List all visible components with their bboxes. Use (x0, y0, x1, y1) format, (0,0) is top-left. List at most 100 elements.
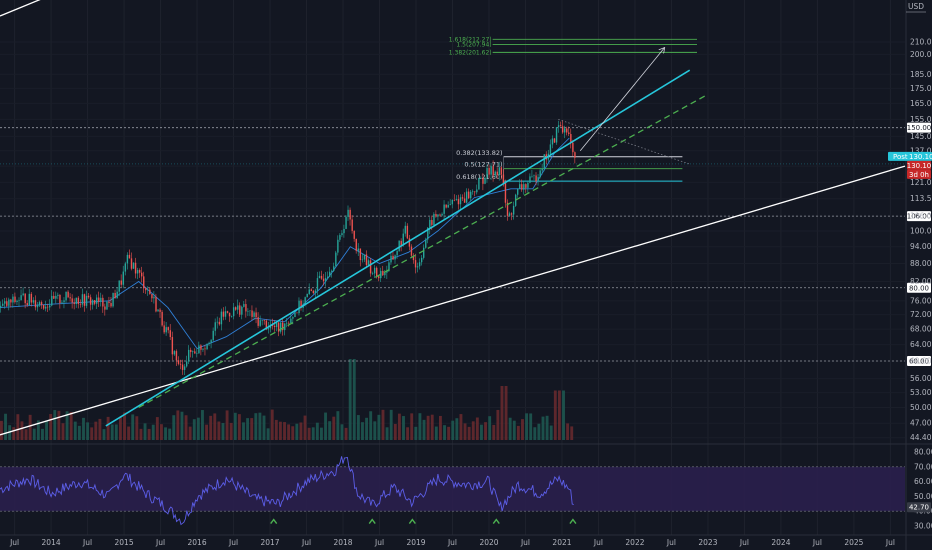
candle-body (574, 152, 576, 158)
y-tick-label: 68.00 (910, 325, 932, 334)
volume-bar (229, 422, 233, 440)
volume-bar (57, 410, 61, 440)
candle-body (447, 205, 449, 208)
price-tag (907, 160, 931, 170)
x-tick-label: 2025 (844, 538, 863, 547)
volume-bar (12, 427, 16, 440)
x-tick-label: Jul (593, 538, 603, 547)
candle-body (138, 270, 141, 273)
rsi-tick-label: 70.00 (914, 462, 932, 471)
y-tick-label: 56.00 (910, 374, 932, 383)
level-tag (907, 282, 931, 293)
candle-body (539, 170, 541, 178)
candle-body (572, 142, 574, 153)
candle-body (245, 304, 247, 312)
volume-bar (28, 414, 32, 440)
volume-bars (0, 359, 574, 440)
volume-bar (266, 428, 270, 440)
candle-body (322, 278, 325, 282)
candle-body (282, 322, 284, 331)
volume-bar (299, 422, 303, 440)
candle-body (261, 320, 263, 321)
candle-body (543, 154, 545, 169)
candle-body (132, 262, 135, 269)
candle-body (376, 267, 378, 277)
candle-body (455, 199, 458, 201)
x-tick-label: Jul (9, 538, 19, 547)
volume-bar (422, 419, 426, 440)
candle-body (228, 312, 231, 317)
time-axis[interactable]: Jul 2014 Jul 2015 Jul 2016 Jul 2017 Jul 2018 Jul 20… (0, 534, 932, 547)
candle-body (345, 216, 347, 229)
candle-body (331, 270, 333, 272)
candle-body (537, 177, 539, 182)
level-tag (907, 356, 931, 367)
candle-body (87, 295, 90, 298)
x-tick-label: 2015 (115, 538, 134, 547)
volume-bar (447, 426, 451, 440)
candle-body (312, 290, 315, 294)
price-axis[interactable]: USD 44.40 47.00 50.00 53.00 56.00 60.00 64.00 68… (906, 2, 932, 442)
x-tick-label: Jul (885, 538, 895, 547)
volume-bar (529, 413, 533, 440)
candle-body (380, 270, 382, 279)
volume-bar (537, 423, 541, 440)
candle-body (320, 275, 323, 279)
candle-body (521, 184, 523, 190)
fib-level-label: 0.618(121.60) (456, 173, 502, 181)
candle-body (22, 293, 24, 296)
candle-body (210, 340, 212, 343)
candle-body (136, 270, 139, 274)
y-tick-label: 100.00 (910, 226, 932, 235)
volume-bar (225, 410, 229, 440)
candle-body (351, 219, 353, 231)
volume-bar (102, 429, 106, 440)
candle-body (427, 227, 429, 240)
candle-body (20, 295, 22, 301)
rsi-current-tag (907, 502, 931, 513)
fib-levels[interactable]: 0.382(133.82) 0.5(127.71) 0.618(121.60) 1.6… (449, 36, 697, 182)
candle-body (310, 289, 313, 291)
candle-body (529, 176, 531, 183)
volume-bar (110, 424, 114, 440)
rsi-divergence-marker (492, 518, 500, 524)
trendlines[interactable] (0, 0, 906, 436)
y-tick-label: 145.00 (910, 132, 932, 141)
candle-body (108, 301, 110, 304)
level-tag-text: 80.00 (909, 284, 929, 292)
candle-body (365, 254, 368, 265)
level-tag-text: 106.00 (907, 213, 932, 221)
volume-bar (463, 423, 467, 440)
volume-bar (283, 422, 286, 440)
candle-body (480, 177, 482, 179)
volume-bar (377, 414, 381, 440)
y-tick-label: 82.00 (910, 277, 932, 286)
x-tick-label: Jul (520, 538, 530, 547)
volume-bar (172, 415, 176, 440)
candle-body (337, 239, 339, 253)
fib-target-label: 1.5(207.94) (456, 42, 491, 49)
candle-body (44, 306, 47, 309)
candle-body (263, 320, 266, 321)
candle-body (32, 300, 35, 303)
candle-body (504, 183, 507, 203)
level-tag (907, 122, 931, 133)
candle-body (445, 204, 447, 208)
volume-bar (24, 429, 28, 440)
candle-body (476, 189, 478, 193)
y-tick-label: 53.00 (910, 388, 932, 397)
y-tick-label: 155.00 (910, 115, 932, 124)
volume-bar (525, 413, 529, 440)
horizontal-levels: 150.00 106.00 80.00 60.00 (0, 122, 932, 367)
candle-body (12, 296, 14, 303)
candle-body (16, 300, 18, 302)
candle-body (347, 209, 349, 217)
candle-body (145, 288, 147, 291)
volume-bar (545, 415, 549, 440)
candle-body (433, 214, 435, 225)
volume-bar (94, 421, 98, 440)
volume-bar (135, 416, 139, 440)
trendline-upper-segment (0, 0, 41, 17)
